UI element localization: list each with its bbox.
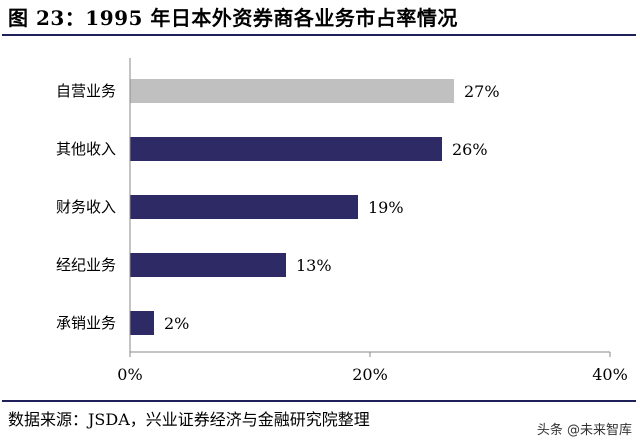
x-tick-label-1: 20% (352, 365, 388, 384)
value-label-4: 2% (164, 314, 189, 333)
bar-0 (130, 79, 454, 103)
category-label-1: 其他收入 (56, 140, 116, 158)
value-label-2: 19% (368, 198, 404, 217)
x-ticks-group: 0% 20% 40% (117, 58, 628, 384)
bar-3 (130, 253, 286, 277)
chart-title: 图 23：1995 年日本外资券商各业务市占率情况 (8, 6, 458, 30)
bars-group (130, 79, 454, 335)
x-tick-label-0: 0% (117, 365, 142, 384)
value-label-1: 26% (452, 140, 488, 159)
bar-4 (130, 311, 154, 335)
x-tick-label-2: 40% (592, 365, 628, 384)
watermark: 头条 @未来智库 (536, 423, 632, 438)
category-label-4: 承销业务 (56, 314, 116, 332)
category-label-0: 自营业务 (56, 82, 116, 100)
footer-rule (2, 400, 636, 402)
value-label-3: 13% (296, 256, 332, 275)
category-label-2: 财务收入 (56, 198, 116, 216)
title-rule (2, 34, 636, 36)
category-label-3: 经纪业务 (56, 256, 116, 274)
bar-1 (130, 137, 442, 161)
value-labels-group: 27% 26% 19% 13% 2% (164, 82, 500, 333)
value-label-0: 27% (464, 82, 500, 101)
bar-2 (130, 195, 358, 219)
source-note: 数据来源：JSDA，兴业证券经济与金融研究院整理 (8, 410, 370, 429)
